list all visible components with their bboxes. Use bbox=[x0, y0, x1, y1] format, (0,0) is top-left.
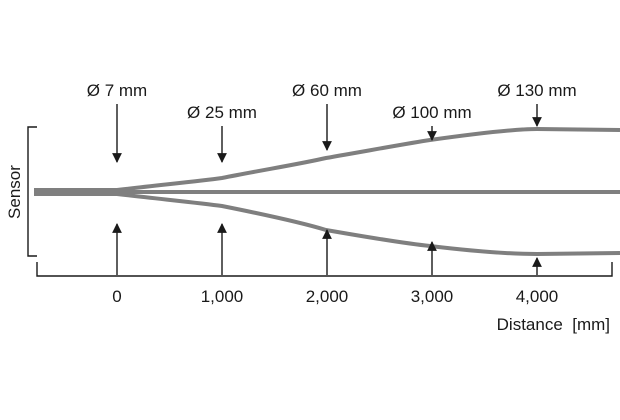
x-tick-label: 1,000 bbox=[201, 287, 244, 306]
diameter-label: Ø 7 mm bbox=[87, 81, 147, 100]
x-tick-label: 3,000 bbox=[411, 287, 454, 306]
diameter-marker: Ø 100 mm bbox=[392, 103, 472, 275]
diameter-label: Ø 130 mm bbox=[497, 81, 576, 100]
diameter-marker: Ø 130 mm bbox=[497, 81, 577, 275]
x-tick-label: 4,000 bbox=[516, 287, 559, 306]
x-tick-label: 0 bbox=[112, 287, 121, 306]
sensor-label: Sensor bbox=[5, 165, 24, 219]
sensor-bracket bbox=[27, 126, 37, 257]
x-tick-label: 2,000 bbox=[306, 287, 349, 306]
diameter-marker: Ø 25 mm bbox=[187, 103, 257, 275]
diameter-marker: Ø 7 mm bbox=[87, 81, 147, 275]
diameter-label: Ø 100 mm bbox=[392, 103, 471, 122]
diameter-marker: Ø 60 mm bbox=[292, 81, 362, 275]
x-axis-line bbox=[36, 262, 613, 277]
diameter-label: Ø 60 mm bbox=[292, 81, 362, 100]
beam-upper-edge bbox=[34, 126, 620, 192]
x-axis-ticks: 0 1,000 2,000 3,000 4,000 bbox=[112, 287, 558, 306]
diameter-label: Ø 25 mm bbox=[187, 103, 257, 122]
diameter-markers: Ø 7 mm Ø 25 mm Ø 60 mm Ø 100 mm Ø 130 mm bbox=[87, 81, 577, 275]
x-axis-label: Distance [mm] bbox=[497, 315, 610, 334]
